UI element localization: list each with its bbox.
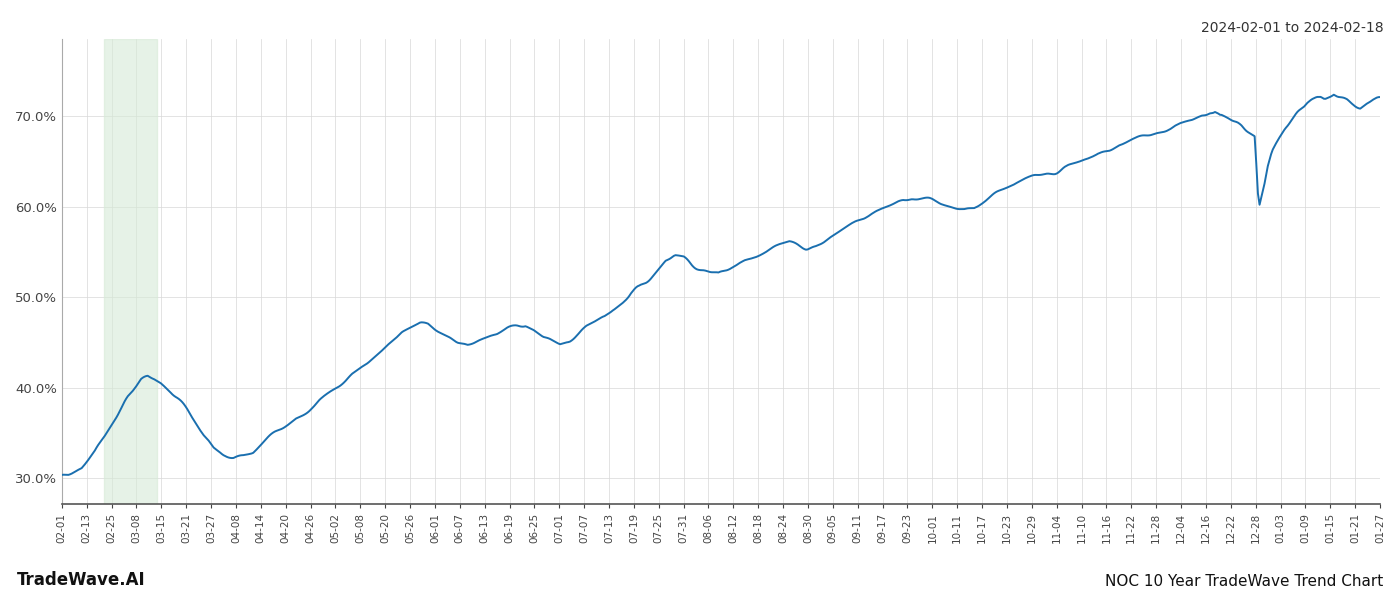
Text: NOC 10 Year TradeWave Trend Chart: NOC 10 Year TradeWave Trend Chart <box>1105 574 1383 589</box>
Bar <box>104 39 157 504</box>
Text: 2024-02-01 to 2024-02-18: 2024-02-01 to 2024-02-18 <box>1201 21 1383 35</box>
Text: TradeWave.AI: TradeWave.AI <box>17 571 146 589</box>
